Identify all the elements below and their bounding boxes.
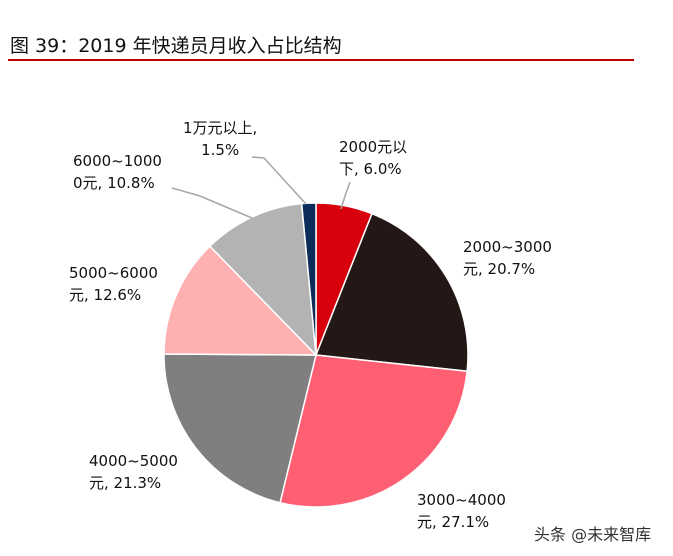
pie-slice-1 bbox=[314, 212, 469, 373]
label-5000-6000: 5000~6000 元, 12.6% bbox=[69, 264, 158, 304]
pie-slice-2 bbox=[279, 354, 468, 508]
label-2000-3000: 2000~3000 元, 20.7% bbox=[463, 238, 552, 278]
title-divider bbox=[8, 59, 634, 61]
label-3000-4000: 3000~4000 元, 27.1% bbox=[417, 491, 506, 531]
leader-line-10000-above bbox=[251, 156, 307, 205]
label-2000-below: 2000元以 下, 6.0% bbox=[339, 138, 408, 178]
watermark: 头条 @未来智库 bbox=[534, 525, 652, 544]
pie-slice-6 bbox=[300, 202, 317, 356]
label-6000-10000: 6000~1000 0元, 10.8% bbox=[73, 152, 162, 192]
pie-slice-5 bbox=[208, 202, 317, 358]
leader-line-6000-10000 bbox=[171, 187, 253, 219]
pie-slice-4 bbox=[163, 245, 318, 356]
pie-slice-3 bbox=[163, 353, 317, 504]
leader-line-2000-below bbox=[340, 181, 351, 210]
figure-title: 图 39：2019 年快递员月收入占比结构 bbox=[10, 35, 342, 57]
label-4000-5000: 4000~5000 元, 21.3% bbox=[89, 452, 178, 492]
label-10000-above: 1万元以上, 1.5% bbox=[183, 119, 258, 159]
